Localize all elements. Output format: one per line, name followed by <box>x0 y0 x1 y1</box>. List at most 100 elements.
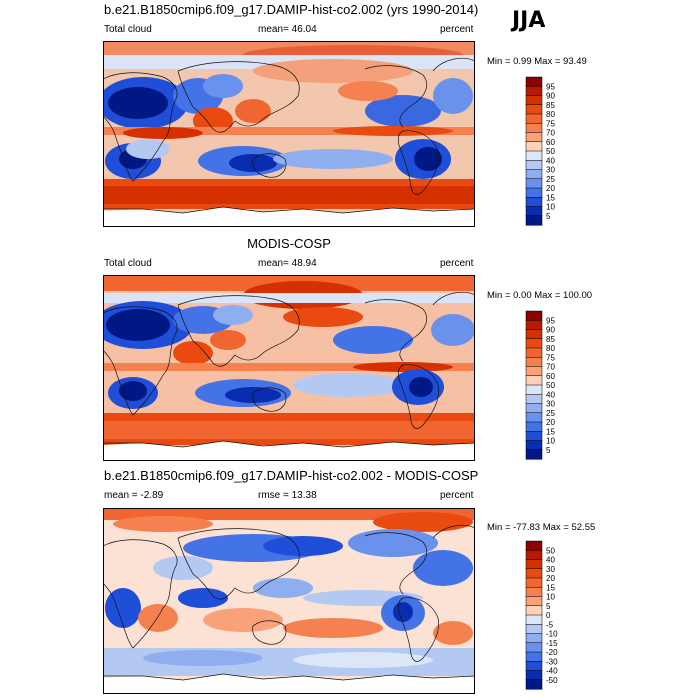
colorbar-tick-label: -10 <box>546 630 558 639</box>
colorbar-tick-label: 40 <box>546 556 555 565</box>
colorbar-swatch <box>525 431 543 442</box>
colorbar-swatch <box>525 141 543 152</box>
colorbar-swatch <box>525 113 543 124</box>
colorbar-tick-label: 95 <box>546 82 555 91</box>
colorbar-swatch <box>525 375 543 386</box>
panel-3-title: b.e21.B1850cmip6.f09_g17.DAMIP-hist-co2.… <box>104 468 479 483</box>
colorbar-tick-label: 30 <box>546 400 555 409</box>
panel-1-left-label: Total cloud <box>104 24 152 35</box>
colorbar-swatch <box>525 329 543 340</box>
colorbar-swatch <box>525 661 543 672</box>
colorbar-tick-label: 75 <box>546 353 555 362</box>
panel-2-left-label: Total cloud <box>104 258 152 269</box>
colorbar-tick-label: -50 <box>546 676 558 685</box>
colorbar-tick-label: 70 <box>546 129 555 138</box>
colorbar-tick-label: -30 <box>546 657 558 666</box>
colorbar-swatch <box>525 440 543 451</box>
colorbar-swatch <box>525 310 543 321</box>
colorbar-tick-label: 20 <box>546 418 555 427</box>
panel-1-title: b.e21.B1850cmip6.f09_g17.DAMIP-hist-co2.… <box>104 2 479 17</box>
colorbar-swatch <box>525 150 543 161</box>
colorbar-tick-label: 0 <box>546 611 551 620</box>
colorbar-swatch <box>525 384 543 395</box>
colorbar-swatch <box>525 178 543 189</box>
colorbar-tick-label: 85 <box>546 101 555 110</box>
colorbar-swatch <box>525 605 543 616</box>
colorbar-swatch <box>525 596 543 607</box>
map-panel-3 <box>103 508 475 694</box>
colorbar-swatch <box>525 206 543 217</box>
colorbar-swatch <box>525 670 543 681</box>
panel-2-units-label: percent <box>440 258 474 269</box>
panel-1-units-label: percent <box>440 24 474 35</box>
colorbar-swatch <box>525 412 543 423</box>
colorbar-tick-label: -40 <box>546 667 558 676</box>
colorbar-tick-label: 25 <box>546 175 555 184</box>
colorbar-tick-label: 5 <box>546 446 551 455</box>
colorbar-tick-label: 5 <box>546 212 551 221</box>
colorbar-swatch <box>525 614 543 625</box>
colorbar-tick-label: -20 <box>546 648 558 657</box>
colorbar-swatch <box>525 366 543 377</box>
panel-3-rmse-label: rmse = 13.38 <box>258 490 317 501</box>
colorbar-tick-label: 15 <box>546 427 555 436</box>
colorbar-tick-label: 10 <box>546 203 555 212</box>
colorbar-tick-label: 80 <box>546 110 555 119</box>
colorbar-tick-label: 90 <box>546 92 555 101</box>
colorbar-tick-label: 60 <box>546 138 555 147</box>
colorbar-tick-label: 10 <box>546 437 555 446</box>
colorbar-tick-label: 70 <box>546 363 555 372</box>
colorbar-tick-label: 30 <box>546 166 555 175</box>
panel-1-minmax: Min = 0.99 Max = 93.49 <box>487 56 587 67</box>
panel-3-units-label: percent <box>440 490 474 501</box>
colorbar-tick-label: 80 <box>546 344 555 353</box>
panel-3-mean-label: mean = -2.89 <box>104 490 164 501</box>
panel-1-mean-label: mean= 46.04 <box>258 24 317 35</box>
colorbar-tick-label: 50 <box>546 147 555 156</box>
colorbar-swatch <box>525 132 543 143</box>
colorbar-swatch <box>525 540 543 551</box>
colorbar-tick-label: 40 <box>546 156 555 165</box>
colorbar-swatch <box>525 633 543 644</box>
colorbar-tick-label: 25 <box>546 409 555 418</box>
colorbar-swatch <box>525 347 543 358</box>
colorbar-tick-label: 50 <box>546 546 555 555</box>
colorbar-swatch <box>525 160 543 171</box>
colorbar-tick-label: 5 <box>546 602 551 611</box>
colorbar-swatch <box>525 651 543 662</box>
season-label: JJA <box>512 8 546 33</box>
colorbar-tick-label: 40 <box>546 390 555 399</box>
colorbar-swatch <box>525 403 543 414</box>
colorbar-swatch <box>525 394 543 405</box>
colorbar-swatch <box>525 76 543 87</box>
colorbar-swatch <box>525 86 543 97</box>
panel-3-minmax: Min = -77.83 Max = 52.55 <box>487 522 596 533</box>
colorbar-tick-label: 15 <box>546 583 555 592</box>
colorbar-swatch <box>525 104 543 115</box>
colorbar-tick-label: 30 <box>546 565 555 574</box>
colorbar-swatch <box>525 624 543 635</box>
colorbar-swatch <box>525 568 543 579</box>
colorbar-swatch <box>525 123 543 134</box>
colorbar-swatch <box>525 642 543 653</box>
colorbar-swatch <box>525 215 543 226</box>
colorbar-swatch <box>525 169 543 180</box>
panel-2-minmax: Min = 0.00 Max = 100.00 <box>487 290 593 301</box>
colorbar-swatch <box>525 559 543 570</box>
colorbar-tick-label: 85 <box>546 335 555 344</box>
map-panel-1 <box>103 41 475 227</box>
colorbar-swatch <box>525 587 543 598</box>
panel-2-title: MODIS-COSP <box>247 236 331 251</box>
colorbar-swatch <box>525 421 543 432</box>
panel-2-mean-label: mean= 48.94 <box>258 258 317 269</box>
colorbar-swatch <box>525 577 543 588</box>
colorbar-swatch <box>525 187 543 198</box>
colorbar-swatch <box>525 338 543 349</box>
colorbar-swatch <box>525 357 543 368</box>
colorbar-tick-label: 50 <box>546 381 555 390</box>
colorbar-tick-label: 95 <box>546 316 555 325</box>
colorbar-tick-label: 20 <box>546 184 555 193</box>
colorbar-swatch <box>525 679 543 690</box>
